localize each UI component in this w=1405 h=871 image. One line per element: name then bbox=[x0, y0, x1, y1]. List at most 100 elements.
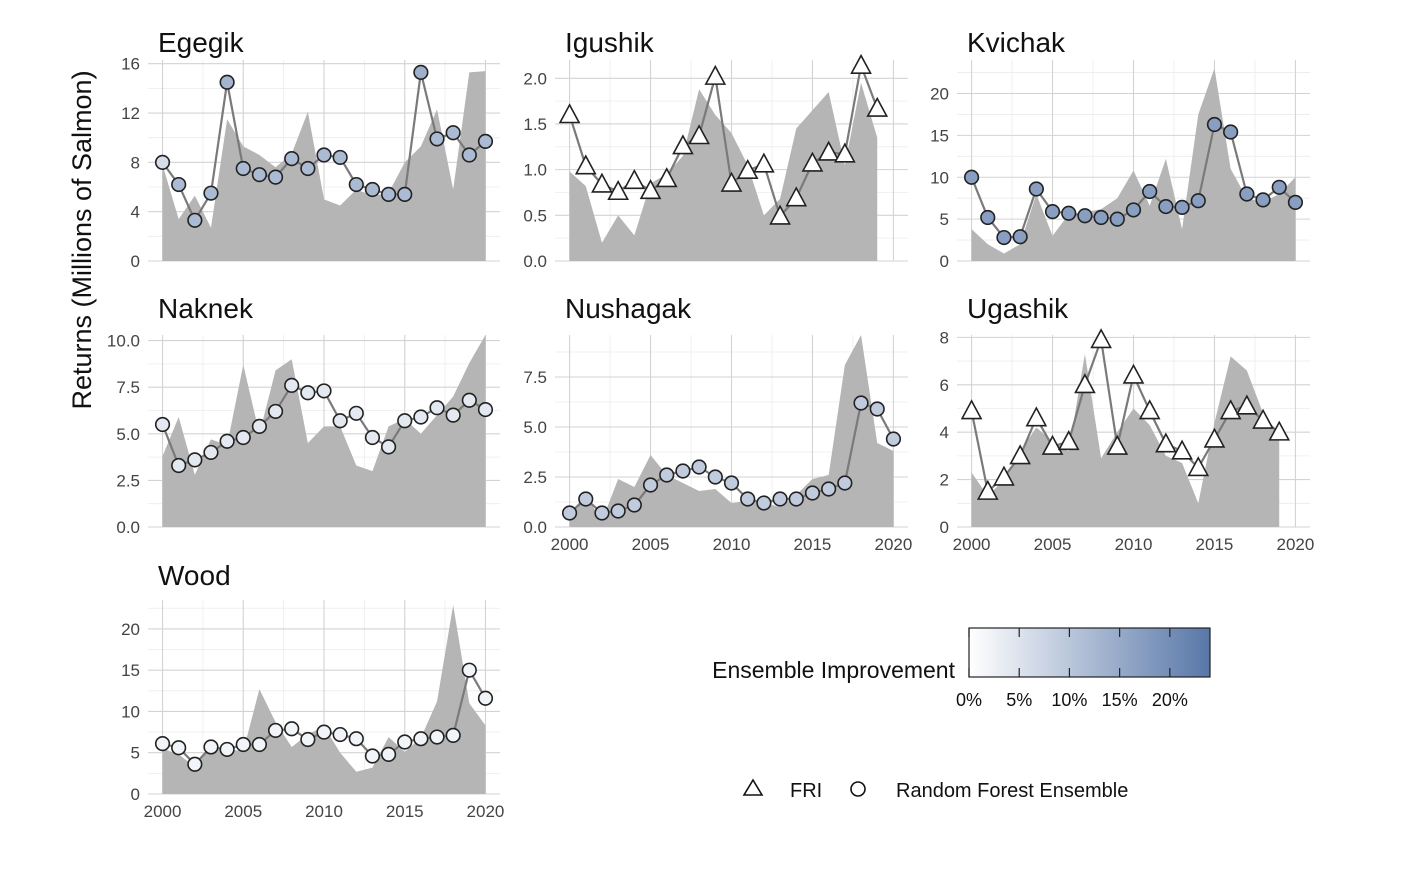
fri-forecast-marker bbox=[1074, 373, 1096, 394]
y-tick-label: 4 bbox=[940, 423, 949, 442]
fri-forecast-marker bbox=[704, 64, 727, 85]
fri-forecast-marker bbox=[960, 399, 983, 420]
rf-forecast-marker bbox=[300, 385, 316, 401]
fri-forecast-marker bbox=[736, 158, 759, 180]
x-tick-label: 2005 bbox=[1034, 535, 1072, 554]
colorbar-title: Ensemble Improvement bbox=[712, 657, 955, 683]
y-tick-label: 16 bbox=[121, 55, 140, 74]
x-tick-label: 2000 bbox=[953, 535, 991, 554]
y-tick-label: 5.0 bbox=[523, 418, 547, 437]
rf-forecast-marker bbox=[445, 407, 461, 423]
rf-forecast-marker bbox=[885, 431, 902, 447]
rf-forecast-marker bbox=[235, 160, 251, 177]
fri-forecast-marker bbox=[655, 167, 678, 188]
observed-returns-area-wood bbox=[162, 604, 486, 794]
rf-forecast-marker bbox=[445, 727, 461, 743]
x-tick-label: 2020 bbox=[1277, 535, 1315, 554]
fri-forecast-marker bbox=[1009, 444, 1031, 465]
rf-forecast-marker bbox=[1077, 208, 1093, 224]
panel-title-wood: Wood bbox=[158, 560, 231, 591]
rf-forecast-marker bbox=[348, 405, 364, 421]
y-tick-label: 8 bbox=[940, 328, 949, 347]
rf-forecast-marker bbox=[869, 401, 885, 417]
panel-nushagak: Nushagak 0.0 2.5 5.0 7.5 2000 2005 2010 2015 2020 bbox=[523, 293, 912, 554]
rf-forecast-marker bbox=[1287, 194, 1304, 210]
rf-forecast-marker bbox=[300, 731, 316, 748]
rf-forecast-marker bbox=[594, 505, 610, 521]
rf-forecast-marker bbox=[659, 467, 675, 483]
rf-forecast-marker bbox=[461, 147, 477, 163]
colorbar-tick-label: 15% bbox=[1102, 690, 1138, 710]
legend-label-fri: FRI bbox=[790, 780, 822, 802]
y-tick-label: 5 bbox=[131, 744, 140, 763]
rf-forecast-marker bbox=[1028, 181, 1044, 197]
y-tick-label: 2 bbox=[940, 471, 949, 490]
rf-forecast-marker bbox=[380, 439, 397, 455]
rf-forecast-marker bbox=[1093, 209, 1109, 226]
fri-forecast-marker bbox=[801, 151, 824, 172]
rf-forecast-marker bbox=[578, 491, 594, 507]
fri-forecast-marker bbox=[1171, 439, 1193, 460]
panel-wood: Wood 0 5 10 15 20 2000 2005 2010 2015 2020 bbox=[121, 560, 504, 821]
legend-triangle-icon bbox=[742, 778, 764, 796]
rf-forecast-marker bbox=[267, 722, 284, 739]
fri-forecast-marker bbox=[753, 152, 775, 173]
rf-forecast-marker bbox=[332, 413, 348, 429]
fri-forecast-marker bbox=[1187, 456, 1210, 477]
y-tick-label: 8 bbox=[131, 153, 140, 172]
rf-forecast-marker bbox=[364, 748, 381, 764]
panel-title-igushik: Igushik bbox=[565, 27, 655, 58]
rf-forecast-marker bbox=[284, 151, 300, 167]
y-tick-label: 1.5 bbox=[523, 115, 547, 134]
rf-forecast-marker bbox=[853, 395, 869, 411]
fri-forecast-marker bbox=[834, 142, 856, 163]
observed-returns-area-ugashik bbox=[971, 353, 1280, 527]
fri-forecast-marker bbox=[1203, 427, 1226, 448]
y-tick-label: 10.0 bbox=[107, 332, 140, 351]
x-tick-label: 2015 bbox=[1196, 535, 1234, 554]
legend-circle-icon bbox=[850, 781, 866, 797]
fri-forecast-marker bbox=[607, 179, 629, 201]
rf-forecast-marker bbox=[1125, 202, 1142, 218]
rf-forecast-marker bbox=[1012, 229, 1028, 245]
rf-forecast-marker bbox=[772, 491, 788, 507]
panel-ugashik: Ugashik 0 2 4 6 8 2000 2005 2010 2015 2020 bbox=[940, 293, 1315, 554]
fri-forecast-marker bbox=[850, 53, 872, 74]
rf-forecast-marker bbox=[316, 383, 332, 399]
rf-forecast-marker bbox=[477, 690, 494, 706]
fri-forecast-marker bbox=[785, 186, 808, 207]
fri-forecast-marker bbox=[1268, 420, 1291, 441]
rf-forecast-marker bbox=[316, 147, 332, 163]
fri-forecast-marker bbox=[623, 168, 646, 190]
y-tick-label: 4 bbox=[131, 203, 140, 222]
rf-forecast-marker bbox=[332, 726, 348, 743]
rf-forecast-marker bbox=[1223, 124, 1239, 140]
rf-forecast-marker bbox=[187, 756, 203, 772]
rf-forecast-marker bbox=[348, 176, 364, 193]
y-tick-label: 0.0 bbox=[523, 518, 547, 537]
panel-title-ugashik: Ugashik bbox=[967, 293, 1069, 324]
rf-forecast-marker bbox=[429, 131, 445, 147]
rf-forecast-marker bbox=[235, 429, 251, 446]
rf-forecast-marker bbox=[1044, 203, 1061, 220]
panel-title-egegik: Egegik bbox=[158, 27, 245, 58]
rf-forecast-marker bbox=[154, 154, 171, 170]
fri-forecast-marker bbox=[1106, 434, 1129, 455]
rf-forecast-marker bbox=[251, 167, 268, 183]
rf-forecast-marker bbox=[267, 403, 284, 420]
rf-forecast-marker bbox=[364, 181, 381, 198]
observed-returns-area-naknek bbox=[162, 335, 486, 527]
rf-forecast-marker bbox=[171, 457, 187, 474]
rf-forecast-marker bbox=[804, 485, 821, 501]
y-tick-label: 15 bbox=[121, 661, 140, 680]
y-tick-label: 7.5 bbox=[116, 378, 140, 397]
y-tick-label: 7.5 bbox=[523, 368, 547, 387]
rf-forecast-marker bbox=[364, 429, 381, 446]
rf-forecast-marker bbox=[461, 392, 477, 408]
x-tick-label: 2010 bbox=[305, 802, 343, 821]
x-tick-label: 2005 bbox=[632, 535, 670, 554]
y-tick-label: 20 bbox=[930, 85, 949, 104]
fri-forecast-marker bbox=[993, 465, 1015, 486]
rf-forecast-marker bbox=[219, 74, 235, 90]
rf-forecast-marker bbox=[610, 503, 626, 519]
